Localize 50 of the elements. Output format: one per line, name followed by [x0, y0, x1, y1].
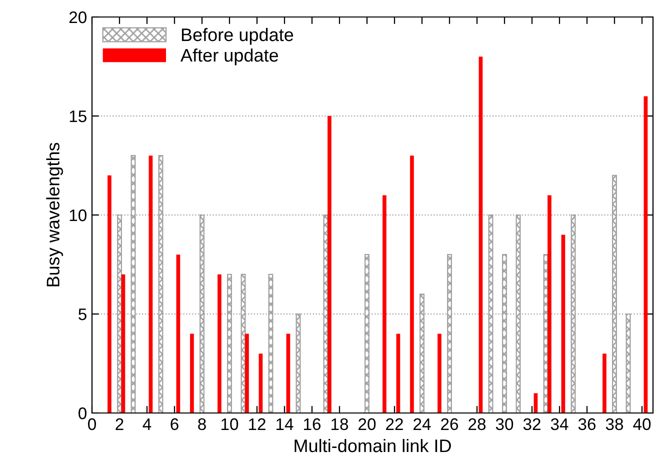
bar: [245, 334, 249, 413]
x-tick-label: 30: [496, 418, 514, 430]
y-axis-title: Busy wavelengths: [46, 142, 64, 286]
x-tick-label: 32: [523, 418, 540, 430]
x-tick-label: 20: [358, 418, 376, 430]
x-tick-label: 6: [170, 418, 178, 430]
x-tick-label: 36: [578, 418, 596, 430]
bar: [534, 393, 538, 413]
bar: [190, 334, 194, 413]
y-tick-label: 20: [69, 11, 86, 24]
x-tick-label: 38: [606, 418, 624, 430]
bar: [644, 96, 648, 413]
x-tick-label: 28: [468, 418, 486, 430]
legend-label: Before update: [182, 28, 294, 45]
bar: [561, 234, 566, 413]
bar: [602, 354, 606, 413]
legend-label: After update: [180, 48, 278, 66]
x-tick-label: 14: [276, 418, 294, 430]
bar: [176, 254, 180, 413]
y-tick-label: 0: [78, 407, 86, 420]
bar: [258, 354, 263, 413]
bar: [286, 334, 290, 413]
x-tick-label: 0: [88, 418, 96, 430]
x-tick-label: 4: [142, 418, 152, 430]
x-tick-label: 2: [116, 418, 124, 430]
bar: [218, 274, 222, 413]
x-tick-label: 18: [332, 418, 348, 430]
bar: [121, 274, 126, 413]
bar: [478, 56, 483, 413]
x-tick-label: 10: [222, 418, 238, 430]
x-tick-label: 22: [386, 418, 403, 430]
bar: [108, 175, 112, 413]
x-tick-label: 26: [441, 418, 458, 430]
bar: [148, 156, 153, 413]
bar: [548, 195, 552, 413]
bar: [382, 195, 386, 413]
bar: [410, 156, 414, 413]
y-tick-label: 10: [70, 209, 86, 222]
bar: [328, 116, 332, 413]
x-axis-title: Multi-domain link ID: [294, 438, 451, 452]
y-tick-label: 5: [78, 308, 86, 320]
x-tick-label: 12: [249, 418, 266, 430]
x-tick-label: 8: [198, 418, 206, 430]
x-tick-label: 24: [414, 418, 431, 430]
bar: [396, 334, 400, 413]
bar: [438, 334, 442, 413]
x-tick-label: 40: [633, 418, 651, 430]
y-tick-label: 15: [70, 110, 86, 122]
x-tick-label: 34: [550, 418, 568, 430]
x-tick-label: 16: [304, 418, 321, 430]
